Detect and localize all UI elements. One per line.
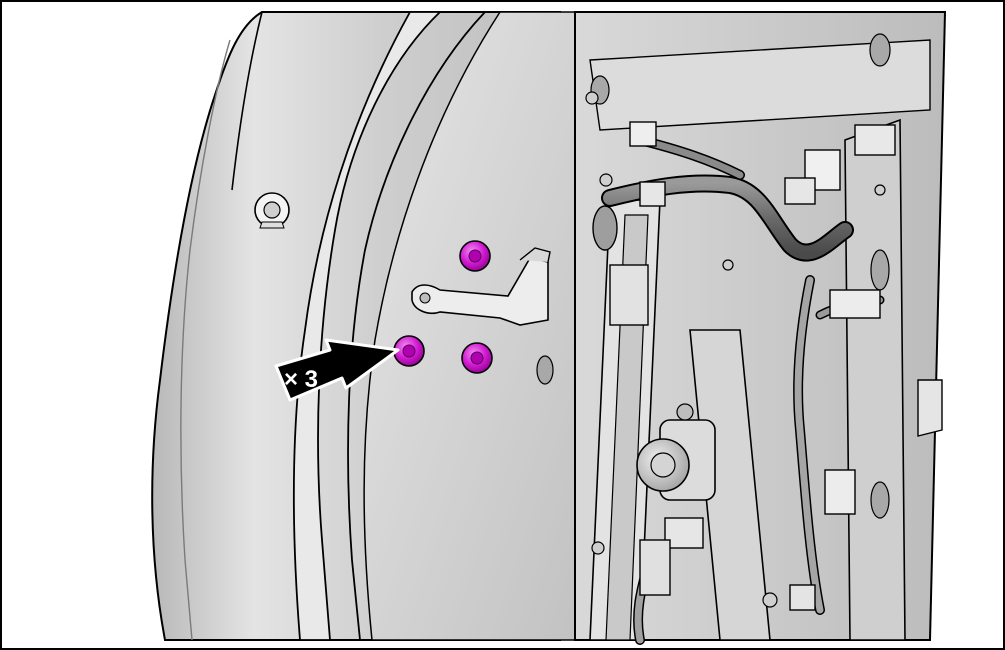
quantity-callout: × 3	[274, 338, 400, 402]
door-inner-recess	[363, 11, 576, 641]
door-flange-edge-2	[180, 39, 231, 641]
regulator-motor	[636, 403, 716, 501]
door-flange	[292, 11, 443, 641]
callout-label: × 3	[284, 366, 318, 393]
harness-connectors	[609, 121, 896, 611]
module-flange-right	[917, 379, 943, 437]
door-flange-edge	[347, 11, 486, 641]
module-rib	[689, 329, 771, 641]
panel-clip	[254, 192, 290, 229]
fastener-bolt-top	[459, 240, 491, 272]
callout-arrow	[274, 338, 400, 402]
highlighted-fasteners	[393, 240, 493, 374]
access-holes	[536, 33, 891, 519]
fastener-bolt-left	[393, 335, 425, 367]
latch-bracket	[411, 247, 551, 326]
fastener-bolt-right	[461, 342, 493, 374]
door-flange-edge-3	[231, 11, 263, 191]
module-bolts	[585, 91, 886, 608]
module-top-edge	[589, 39, 931, 131]
module-rib-2	[844, 118, 906, 641]
